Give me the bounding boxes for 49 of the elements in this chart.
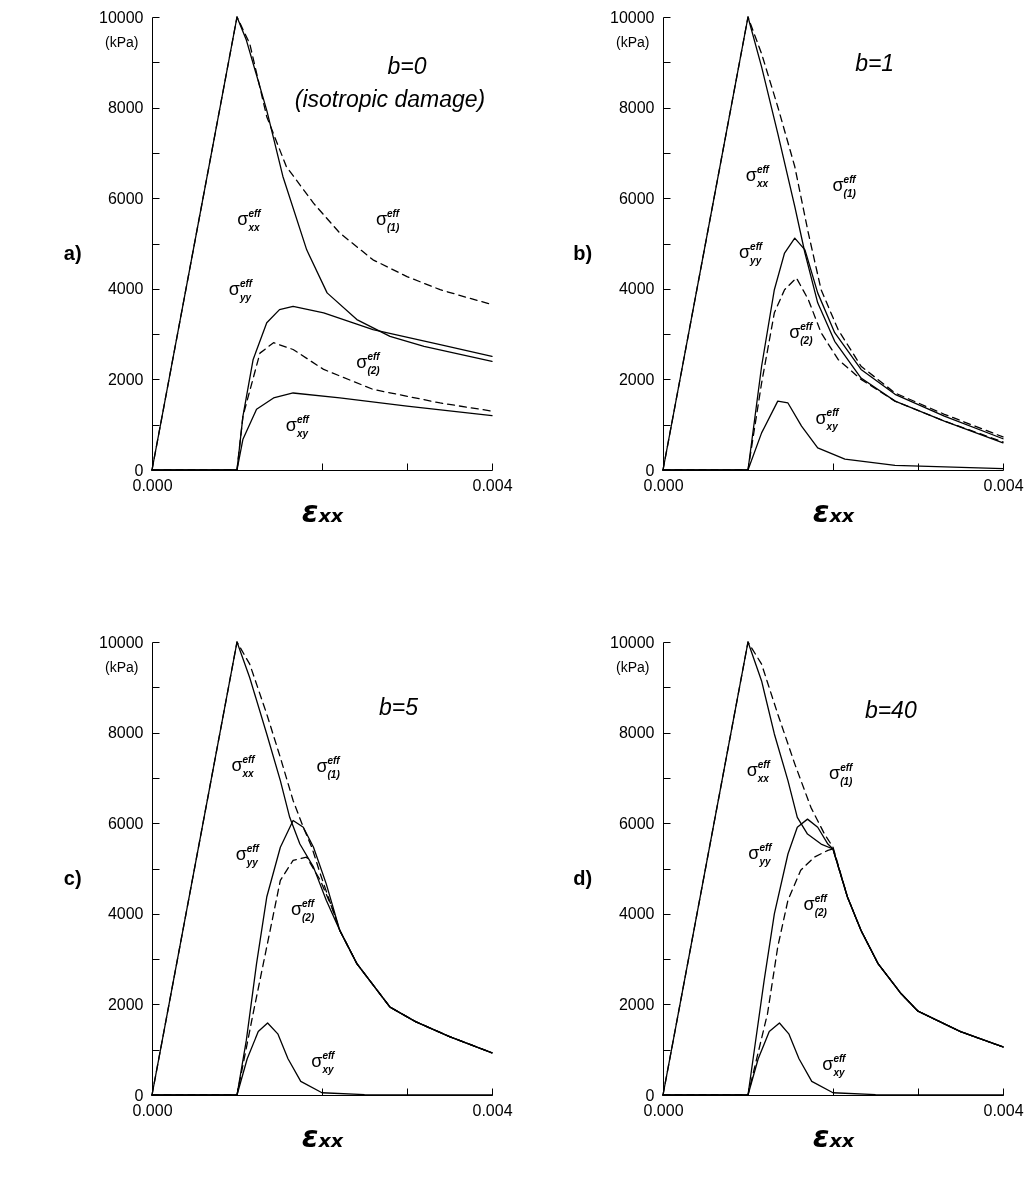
y-tick-label: 4000: [618, 280, 655, 298]
y-axis-title: (kPa): [616, 658, 650, 675]
y-tick-label: 6000: [618, 189, 655, 207]
x-axis-title: εₓₓ: [812, 1118, 855, 1154]
x-tick-label: 0.004: [983, 1101, 1024, 1119]
x-tick-label: 0.000: [132, 476, 173, 494]
y-tick-label: 8000: [107, 724, 144, 742]
y-tick-label: 0: [134, 1086, 144, 1104]
x-axis-title: εₓₓ: [812, 493, 855, 529]
x-tick-label: 0.000: [643, 1101, 684, 1119]
annotation: (isotropic damage): [294, 86, 486, 113]
y-tick-label: 8000: [618, 724, 655, 742]
y-tick-label: 0: [645, 461, 655, 479]
y-tick-label: 0: [134, 461, 144, 479]
annotation: b=40: [864, 696, 917, 723]
y-axis-title: (kPa): [616, 33, 650, 50]
text: c): [63, 866, 82, 889]
y-tick-label: 10000: [99, 633, 144, 651]
x-axis-title: εₓₓ: [301, 493, 344, 529]
y-tick-label: 4000: [107, 905, 144, 923]
y-tick-label: 8000: [107, 99, 144, 117]
y-tick-label: 4000: [107, 280, 144, 298]
text: b): [573, 241, 593, 264]
y-tick-label: 6000: [107, 189, 144, 207]
x-tick-label: 0.004: [472, 476, 513, 494]
y-tick-label: 6000: [618, 814, 655, 832]
y-tick-label: 10000: [610, 8, 655, 26]
x-tick-label: 0.000: [132, 1101, 173, 1119]
y-tick-label: 2000: [618, 995, 655, 1013]
text: d): [573, 866, 593, 889]
y-tick-label: 6000: [107, 814, 144, 832]
y-axis-title: (kPa): [105, 33, 139, 50]
y-tick-label: 10000: [610, 633, 655, 651]
y-tick-label: 0: [645, 1086, 655, 1104]
x-tick-label: 0.000: [643, 476, 684, 494]
x-axis-title: εₓₓ: [301, 1118, 344, 1154]
y-tick-label: 2000: [107, 995, 144, 1013]
y-tick-label: 4000: [618, 905, 655, 923]
x-tick-label: 0.004: [983, 476, 1024, 494]
y-tick-label: 2000: [107, 370, 144, 388]
annotation: b=5: [378, 693, 419, 720]
y-axis-title: (kPa): [105, 658, 139, 675]
annotation: b=1: [855, 49, 895, 76]
y-tick-label: 10000: [99, 8, 144, 26]
x-tick-label: 0.004: [472, 1101, 513, 1119]
text: a): [63, 241, 82, 264]
annotation: b=0: [387, 52, 427, 79]
y-tick-label: 8000: [618, 99, 655, 117]
y-tick-label: 2000: [618, 370, 655, 388]
